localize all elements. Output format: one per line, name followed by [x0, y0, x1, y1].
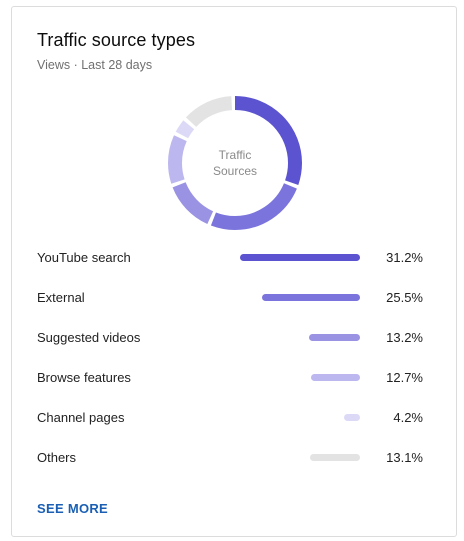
source-label: Browse features [37, 370, 131, 385]
source-bar [344, 414, 360, 421]
source-label: Channel pages [37, 410, 125, 425]
source-value: 25.5% [386, 290, 423, 305]
see-more-link[interactable]: SEE MORE [37, 501, 109, 516]
donut-label-line2: Sources [212, 164, 258, 178]
donut-center-label: Traffic Sources [164, 147, 306, 179]
source-label: Suggested videos [37, 330, 141, 345]
source-bar [310, 454, 360, 461]
donut-label-line1: Traffic [218, 148, 252, 162]
source-value: 13.2% [386, 330, 423, 345]
list-item: External 25.5% [12, 277, 456, 317]
traffic-source-card: Traffic source types Views · Last 28 day… [11, 6, 457, 537]
donut-slice-external [168, 96, 302, 230]
source-value: 12.7% [386, 370, 423, 385]
traffic-source-list: YouTube search 31.2% External 25.5% Sugg… [12, 237, 456, 477]
list-item: Others 13.1% [12, 437, 456, 477]
source-value: 31.2% [386, 250, 423, 265]
source-label: External [37, 290, 85, 305]
list-item: Browse features 12.7% [12, 357, 456, 397]
source-value: 13.1% [386, 450, 423, 465]
source-label: YouTube search [37, 250, 131, 265]
traffic-donut-chart [168, 96, 302, 230]
card-subtitle: Views · Last 28 days [37, 58, 153, 72]
donut-slice-youtube-search [168, 96, 302, 230]
source-value: 4.2% [393, 410, 423, 425]
source-label: Others [37, 450, 77, 465]
source-bar [309, 334, 360, 341]
list-item: Channel pages 4.2% [12, 397, 456, 437]
source-bar [311, 374, 360, 381]
donut-slice-browse-features [168, 96, 302, 230]
list-item: YouTube search 31.2% [12, 237, 456, 277]
source-bar [262, 294, 360, 301]
list-item: Suggested videos 13.2% [12, 317, 456, 357]
card-title: Traffic source types [37, 30, 196, 50]
source-bar [240, 254, 360, 261]
